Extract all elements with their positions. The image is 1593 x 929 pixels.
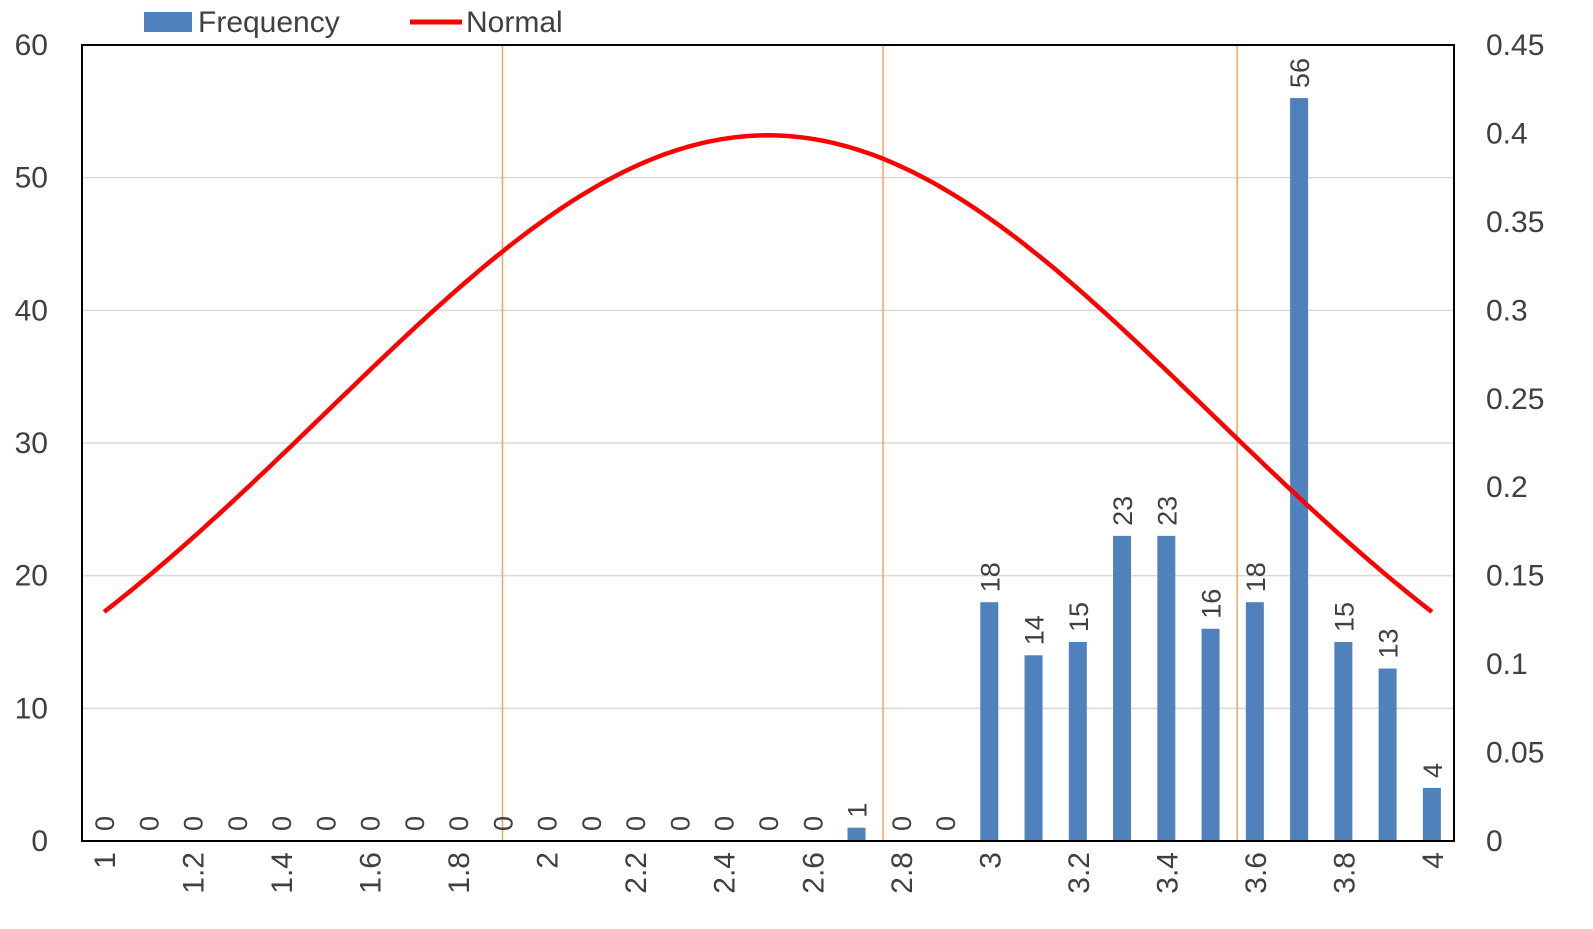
right-tick-label: 0.2 (1486, 471, 1528, 504)
data-label-3.5: 16 (1197, 589, 1227, 619)
data-label-2.6: 0 (798, 816, 828, 831)
x-tick-label: 2 (532, 852, 565, 869)
data-label-2.3: 0 (665, 816, 695, 831)
left-tick-label: 50 (15, 162, 48, 195)
x-tick-label: 1.6 (355, 852, 388, 894)
data-label-1.9: 0 (488, 816, 518, 831)
data-label-2.4: 0 (710, 816, 740, 831)
right-tick-label: 0.4 (1486, 117, 1528, 150)
x-axis-ticks: 1 1.2 1.4 1.6 1.8 2 2.2 2.4 2.6 2.8 3 3.2 3.4 3.6 3.8 4 (89, 852, 1450, 894)
right-tick-label: 0.25 (1486, 383, 1544, 416)
data-label-1.5: 0 (311, 816, 341, 831)
data-label-3.4: 23 (1152, 496, 1182, 526)
right-axis-ticks: 0 0.05 0.1 0.15 0.2 0.25 0.3 0.35 0.4 0.45 (1486, 29, 1544, 858)
right-tick-label: 0.05 (1486, 737, 1544, 770)
right-tick-label: 0.15 (1486, 560, 1544, 593)
x-tick-label: 3 (974, 852, 1007, 869)
data-label-4: 4 (1418, 763, 1448, 778)
data-label-1.1: 0 (134, 816, 164, 831)
bar-3.9 (1378, 668, 1397, 841)
data-label-3.9: 13 (1374, 628, 1404, 658)
data-label-3.2: 15 (1064, 602, 1094, 632)
x-tick-label: 1.4 (266, 852, 299, 894)
x-tick-label: 2.2 (620, 852, 653, 894)
bar-3.5 (1201, 628, 1220, 841)
data-label-3.8: 15 (1329, 602, 1359, 632)
bar-3.4 (1157, 535, 1176, 841)
right-tick-label: 0 (1486, 825, 1503, 858)
data-label-1.3: 0 (223, 816, 253, 831)
bar-3.6 (1245, 602, 1264, 841)
data-label-2.2: 0 (621, 816, 651, 831)
left-tick-label: 60 (15, 29, 48, 62)
legend-swatch-frequency (144, 12, 192, 32)
left-axis-ticks: 0 10 20 30 40 50 60 (15, 29, 48, 858)
x-tick-label: 3.4 (1151, 852, 1184, 894)
frequency-bars (847, 98, 1441, 842)
left-tick-label: 30 (15, 427, 48, 460)
x-tick-label: 3.6 (1240, 852, 1273, 894)
legend-label-frequency: Frequency (198, 6, 340, 39)
data-label-1.7: 0 (400, 816, 430, 831)
data-label-3.3: 23 (1108, 496, 1138, 526)
x-tick-label: 2.8 (886, 852, 919, 894)
right-tick-label: 0.45 (1486, 29, 1544, 62)
bar-3.2 (1068, 642, 1087, 841)
x-tick-label: 3.8 (1328, 852, 1361, 894)
data-label-2: 0 (533, 816, 563, 831)
data-label-3: 18 (975, 562, 1005, 592)
data-label-3.7: 56 (1285, 58, 1315, 88)
data-label-1: 0 (90, 816, 120, 831)
reference-lines (501, 45, 1238, 841)
x-tick-label: 2.6 (797, 852, 830, 894)
right-tick-label: 0.3 (1486, 294, 1528, 327)
plot-area-border (81, 44, 1455, 842)
x-tick-label: 1.8 (443, 852, 476, 894)
bar-3.3 (1113, 535, 1132, 841)
data-label-2.1: 0 (577, 816, 607, 831)
x-tick-label: 3.2 (1063, 852, 1096, 894)
data-label-2.7: 1 (843, 803, 873, 818)
left-tick-label: 0 (31, 825, 48, 858)
bar-3 (980, 602, 999, 841)
left-tick-label: 20 (15, 560, 48, 593)
x-tick-label: 1 (89, 852, 122, 869)
left-tick-label: 40 (15, 294, 48, 327)
data-label-2.8: 0 (887, 816, 917, 831)
normal-curve-line (102, 133, 1434, 614)
left-tick-label: 10 (15, 692, 48, 725)
normal-curve (102, 133, 1434, 614)
bar-3.7 (1290, 98, 1309, 842)
data-label-2.9: 0 (931, 816, 961, 831)
data-label-3.1: 14 (1020, 615, 1050, 645)
right-tick-label: 0.1 (1486, 648, 1528, 681)
data-label-3.6: 18 (1241, 562, 1271, 592)
x-tick-label: 2.4 (709, 852, 742, 894)
data-label-2.5: 0 (754, 816, 784, 831)
data-label-1.2: 0 (179, 816, 209, 831)
bar-2.7 (847, 827, 866, 841)
gridlines (82, 176, 1454, 710)
data-label-1.4: 0 (267, 816, 297, 831)
data-label-1.8: 0 (444, 816, 474, 831)
x-tick-label: 4 (1417, 852, 1450, 869)
legend-label-normal: Normal (466, 6, 563, 39)
data-label-1.6: 0 (356, 816, 386, 831)
bar-4 (1422, 787, 1441, 841)
x-tick-label: 1.2 (178, 852, 211, 894)
right-tick-label: 0.35 (1486, 206, 1544, 239)
bar-3.8 (1334, 642, 1353, 841)
legend: Frequency Normal (144, 6, 563, 39)
bar-3.1 (1024, 655, 1043, 841)
